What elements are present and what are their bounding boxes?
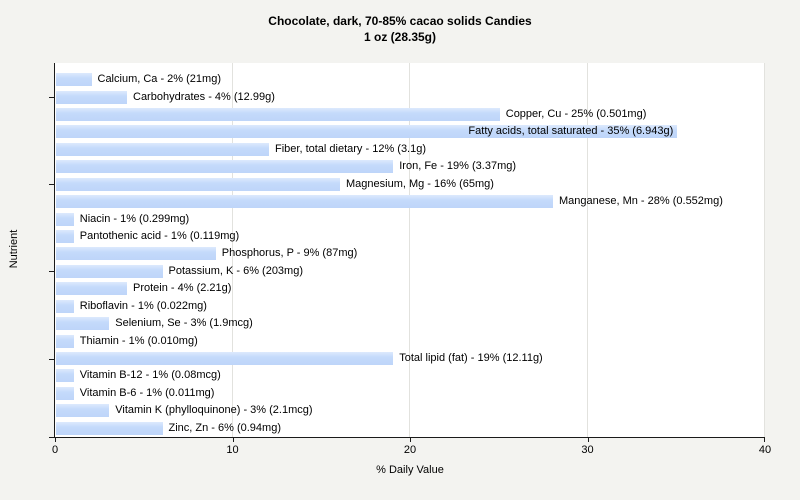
bar-label: Phosphorus, P - 9% (87mg): [221, 247, 358, 260]
bar: [56, 177, 340, 191]
bar-label: Vitamin K (phylloquinone) - 3% (2.1mcg): [115, 404, 313, 417]
x-tick-label: 0: [51, 444, 59, 456]
bar-label: Vitamin B-12 - 1% (0.08mcg): [79, 369, 221, 382]
bar-label: Fatty acids, total saturated - 35% (6.94…: [468, 125, 674, 138]
bar-row: Phosphorus, P - 9% (87mg): [56, 245, 764, 262]
bar-row: Total lipid (fat) - 19% (12.11g): [56, 350, 764, 367]
y-tick-mark: [49, 184, 55, 186]
bar-row: Fiber, total dietary - 12% (3.1g): [56, 141, 764, 158]
bar-label: Selenium, Se - 3% (1.9mcg): [115, 317, 253, 330]
bar: [56, 247, 216, 261]
bar: [56, 352, 394, 366]
bar-label: Carbohydrates - 4% (12.99g): [133, 90, 275, 103]
bar-label: Magnesium, Mg - 16% (65mg): [346, 177, 494, 190]
bar: [56, 212, 74, 226]
bar-label: Copper, Cu - 25% (0.501mg): [505, 108, 647, 121]
bar-label: Iron, Fe - 19% (3.37mg): [399, 160, 517, 173]
bar-row: Pantothenic acid - 1% (0.119mg): [56, 228, 764, 245]
y-tick-mark: [49, 97, 55, 99]
x-tick-label: 20: [403, 444, 417, 456]
bar: [56, 299, 74, 313]
gridline-40: [764, 63, 765, 437]
bar-label: Niacin - 1% (0.299mg): [79, 212, 190, 225]
y-axis-label: Nutrient: [8, 229, 20, 269]
bar: [56, 404, 110, 418]
bar: [56, 334, 74, 348]
chart-title: Chocolate, dark, 70-85% cacao solids Can…: [0, 13, 800, 45]
bars-container: Calcium, Ca - 2% (21mg) Carbohydrates - 4…: [56, 71, 764, 437]
bar-label: Vitamin B-6 - 1% (0.011mg): [79, 386, 215, 399]
bar: [56, 264, 163, 278]
bar-row: Fatty acids, total saturated - 35% (6.94…: [56, 123, 764, 140]
bar-row: Potassium, K - 6% (203mg): [56, 263, 764, 280]
bar-row: Niacin - 1% (0.299mg): [56, 210, 764, 227]
bar-row: Vitamin K (phylloquinone) - 3% (2.1mcg): [56, 402, 764, 419]
y-tick-mark: [49, 271, 55, 273]
x-tick-label: 40: [758, 444, 772, 456]
chart-title-line1: Chocolate, dark, 70-85% cacao solids Can…: [268, 14, 532, 28]
bar-row: Magnesium, Mg - 16% (65mg): [56, 176, 764, 193]
x-tick-mark: [764, 438, 765, 442]
bar-row: Thiamin - 1% (0.010mg): [56, 332, 764, 349]
plot-area: Calcium, Ca - 2% (21mg) Carbohydrates - 4…: [55, 63, 765, 437]
y-tick-mark: [49, 358, 55, 360]
gridline-30: [586, 63, 588, 437]
x-axis-line: [49, 437, 765, 438]
x-tick-label: 30: [581, 444, 594, 456]
x-axis-label: % Daily Value: [376, 464, 444, 476]
bar-row: Selenium, Se - 3% (1.9mcg): [56, 315, 764, 332]
bar-row: Zinc, Zn - 6% (0.94mg): [56, 420, 764, 437]
bar: [56, 90, 127, 104]
bar: [56, 369, 74, 383]
bar-label: Manganese, Mn - 28% (0.552mg): [559, 195, 723, 208]
bar: [56, 125, 678, 139]
bar-row: Vitamin B-6 - 1% (0.011mg): [56, 385, 764, 402]
bar: [56, 317, 110, 331]
bar-row: Carbohydrates - 4% (12.99g): [56, 88, 764, 105]
bar-row: Vitamin B-12 - 1% (0.08mcg): [56, 367, 764, 384]
bar-label: Protein - 4% (2.21g): [133, 282, 232, 295]
bar-row: Copper, Cu - 25% (0.501mg): [56, 106, 764, 123]
y-axis-line: [54, 63, 55, 437]
bar-label: Total lipid (fat) - 19% (12.11g): [399, 352, 543, 365]
bar-row: Calcium, Ca - 2% (21mg): [56, 71, 764, 88]
x-tick-mark: [55, 438, 56, 442]
bar-row: Iron, Fe - 19% (3.37mg): [56, 158, 764, 175]
bar-row: Protein - 4% (2.21g): [56, 280, 764, 297]
bar: [56, 230, 74, 244]
bar-label: Riboflavin - 1% (0.022mg): [79, 299, 207, 312]
bar-label: Calcium, Ca - 2% (21mg): [97, 73, 221, 86]
chart-title-line2: 1 oz (28.35g): [363, 30, 437, 44]
x-tick-mark: [232, 438, 234, 442]
bar: [56, 421, 163, 435]
x-tick-label: 10: [226, 444, 239, 456]
bar-row: Manganese, Mn - 28% (0.552mg): [56, 193, 764, 210]
bar-label: Fiber, total dietary - 12% (3.1g): [275, 142, 427, 155]
bar: [56, 160, 394, 174]
bar: [56, 386, 74, 400]
bar: [56, 282, 127, 296]
bar: [56, 108, 500, 122]
bar: [56, 142, 269, 156]
gridline-20: [409, 63, 410, 437]
bar: [56, 195, 553, 209]
gridline-10: [231, 63, 233, 437]
x-tick-mark: [410, 438, 411, 442]
bar-label: Zinc, Zn - 6% (0.94mg): [168, 421, 281, 434]
bar-row: Riboflavin - 1% (0.022mg): [56, 298, 764, 315]
bar-label: Thiamin - 1% (0.010mg): [79, 334, 198, 347]
bar: [56, 73, 92, 87]
x-tick-mark: [587, 438, 589, 442]
bar-label: Pantothenic acid - 1% (0.119mg): [79, 230, 240, 243]
bar-label: Potassium, K - 6% (203mg): [168, 264, 304, 277]
